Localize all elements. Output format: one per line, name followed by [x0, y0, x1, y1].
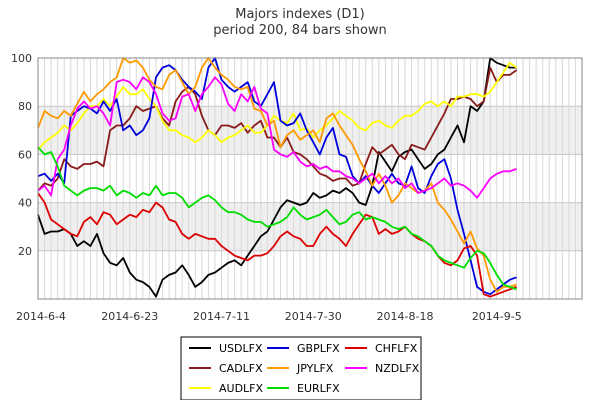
x-tick-label: 2014-7-30: [285, 310, 342, 323]
legend-label-jpylfx: JPYLFX: [296, 362, 334, 375]
y-tick-label: 20: [18, 245, 32, 258]
legend-label-cadlfx: CADLFX: [219, 362, 263, 375]
series-lines: [37, 57, 518, 298]
plot-band: [38, 58, 582, 107]
vertical-grid: [37, 58, 583, 299]
legend-label-audlfx: AUDLFX: [219, 382, 264, 395]
series-line-usdlfx: [37, 57, 517, 298]
x-tick-label: 2014-8-18: [377, 310, 434, 323]
series-line-gbplfx: [37, 57, 517, 296]
y-axis-ticks: 20 40 60 80 100: [11, 52, 32, 258]
x-tick-label: 2014-7-11: [193, 310, 250, 323]
x-tick-label: 2014-6-23: [101, 310, 158, 323]
legend: USDLFX GBPLFX CHFLFX CADLFX JPYLFX NZDLFX AUDL…: [189, 342, 420, 395]
y-tick-label: 80: [18, 100, 32, 113]
legend-box: [180, 336, 422, 400]
series-line-cadlfx: [37, 66, 518, 192]
series-line-eurlfx: [37, 146, 517, 291]
series-line-audlfx: [37, 61, 518, 151]
y-tick-label: 100: [11, 52, 32, 65]
legend-label-chflfx: CHFLFX: [375, 342, 418, 355]
legend-label-usdlfx: USDLFX: [219, 342, 263, 355]
chart-title: Majors indexes (D1): [235, 7, 365, 22]
plot-band: [38, 250, 582, 299]
legend-label-eurlfx: EURLFX: [297, 382, 340, 395]
plot-band: [38, 106, 582, 155]
plot-frame: [37, 57, 583, 300]
chart-subtitle: period 200, 84 bars shown: [213, 23, 387, 38]
x-tick-label: 2014-9-5: [472, 310, 522, 323]
y-tick-label: 60: [18, 148, 32, 161]
legend-label-gbplfx: GBPLFX: [297, 342, 340, 355]
series-line-jpylfx: [37, 57, 517, 293]
x-tick-label: 2014-6-4: [16, 310, 66, 323]
series-line-nzdlfx: [37, 76, 517, 199]
y-tick-label: 40: [18, 197, 32, 210]
legend-label-nzdlfx: NZDLFX: [375, 362, 420, 375]
x-axis-ticks: 2014-6-4 2014-6-23 2014-7-11 2014-7-30 2014-…: [16, 310, 522, 323]
plot-band: [38, 202, 582, 251]
